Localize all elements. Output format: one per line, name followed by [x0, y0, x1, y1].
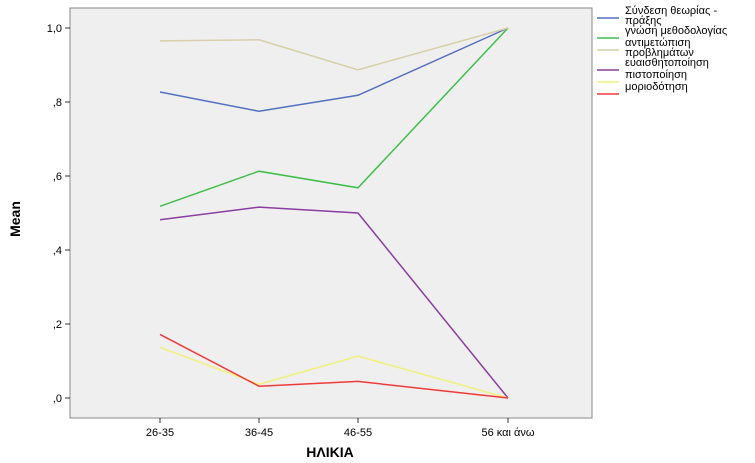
x-tick-label: 26-35: [146, 427, 174, 439]
legend-label: πιστοποίηση: [625, 69, 687, 81]
x-tick-label: 56 και άνω: [482, 427, 535, 439]
plot-area: [69, 7, 593, 419]
x-axis-title: ΗΛΙΚΙΑ: [306, 444, 353, 460]
y-tick-label: ,2: [53, 319, 62, 331]
series-line: [159, 27, 509, 71]
y-tick-label: ,4: [53, 245, 62, 257]
y-tick-label: 1,0: [47, 23, 62, 35]
x-tick-label: 46-55: [344, 427, 372, 439]
legend-label: μοριοδότηση: [625, 81, 688, 93]
legend-label: Σύνδεση θεωρίας -: [625, 5, 717, 17]
legend-label: αντιμετώπιση: [625, 37, 690, 49]
y-axis-title: Mean: [7, 201, 23, 237]
legend-label: προβλημάτων: [625, 47, 694, 59]
series-line: [159, 346, 509, 399]
y-tick-label: ,8: [53, 97, 62, 109]
y-axis: ,0 ,2 ,4 ,6 ,8 1,0: [47, 23, 70, 405]
series-line: [159, 206, 509, 399]
series-layer: [159, 27, 509, 399]
x-axis: 26-35 36-45 46-55 56 και άνω: [146, 418, 535, 439]
series-line: [159, 27, 509, 208]
legend-label: γνώση μεθοδολογίας: [625, 25, 727, 37]
series-line: [159, 27, 509, 113]
plot-background: [69, 7, 593, 419]
series-line: [159, 333, 509, 399]
x-tick-label: 36-45: [245, 427, 273, 439]
legend-label: ευαισθητοποίηση: [625, 57, 709, 69]
y-tick-label: ,6: [53, 171, 62, 183]
y-tick-label: ,0: [53, 393, 62, 405]
legend-label: πράξης: [625, 15, 662, 27]
